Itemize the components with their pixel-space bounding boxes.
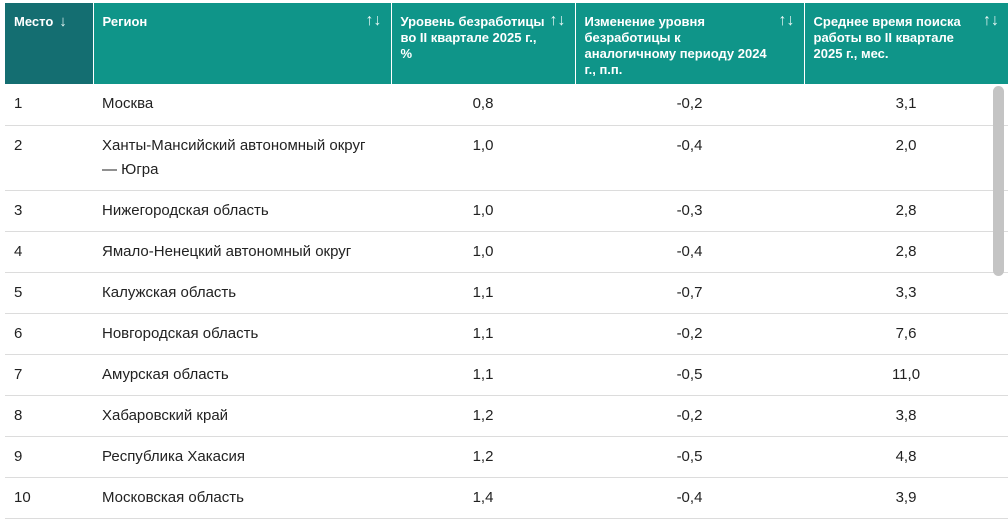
change-cell: -0,2 — [575, 395, 804, 437]
table-row: 2 Ханты-Мансийский автономный округ — Юг… — [5, 125, 1008, 191]
rank-cell: 2 — [5, 125, 93, 191]
column-header-rank[interactable]: Место ↓ — [5, 3, 93, 84]
rank-cell: 6 — [5, 313, 93, 355]
vertical-scrollbar[interactable] — [993, 86, 1004, 276]
region-cell: Амурская область — [93, 354, 391, 396]
change-cell: -0,4 — [575, 125, 804, 191]
column-header-change[interactable]: Изменение уровня безработицы к аналогичн… — [574, 3, 804, 84]
sort-arrows-icon[interactable]: ↑↓ — [549, 12, 566, 29]
change-cell: -0,5 — [575, 436, 804, 478]
rank-cell: 4 — [5, 231, 93, 273]
change-cell: -0,2 — [575, 84, 804, 126]
search-time-cell: 4,8 — [804, 436, 1008, 478]
rank-cell: 5 — [5, 272, 93, 314]
table-header-row: Место ↓ Регион ↑↓ Уровень безработицы во … — [5, 3, 1008, 84]
unemployment-cell: 0,8 — [391, 84, 575, 126]
column-header-unemployment[interactable]: Уровень безработицы во II квартале 2025 … — [390, 3, 575, 84]
table-row: 5 Калужская область 1,1 -0,7 3,3 — [5, 272, 1008, 314]
search-time-cell: 11,0 — [804, 354, 1008, 396]
region-cell: Ямало-Ненецкий автономный округ — [93, 231, 391, 273]
table-row: 1 Москва 0,8 -0,2 3,1 — [5, 84, 1008, 126]
rank-cell: 7 — [5, 354, 93, 396]
unemployment-cell: 1,2 — [391, 395, 575, 437]
column-header-region[interactable]: Регион ↑↓ — [92, 3, 391, 84]
search-time-cell: 7,6 — [804, 313, 1008, 355]
sort-arrows-icon[interactable]: ↑↓ — [983, 12, 999, 29]
search-time-cell: 3,9 — [804, 477, 1008, 519]
unemployment-cell: 1,2 — [391, 436, 575, 478]
column-header-label: Изменение уровня безработицы к аналогичн… — [584, 14, 767, 77]
table-row: 4 Ямало-Ненецкий автономный округ 1,0 -0… — [5, 231, 1008, 273]
table-row: 6 Новгородская область 1,1 -0,2 7,6 — [5, 313, 1008, 355]
column-header-label: Регион — [102, 14, 148, 29]
change-cell: -0,7 — [575, 272, 804, 314]
table-row: 8 Хабаровский край 1,2 -0,2 3,8 — [5, 395, 1008, 437]
search-time-cell: 3,3 — [804, 272, 1008, 314]
sort-arrows-icon[interactable]: ↑↓ — [778, 12, 795, 29]
unemployment-cell: 1,0 — [391, 231, 575, 273]
unemployment-table: Место ↓ Регион ↑↓ Уровень безработицы во … — [5, 3, 1008, 519]
unemployment-cell: 1,1 — [391, 272, 575, 314]
region-cell: Московская область — [93, 477, 391, 519]
region-cell: Ханты-Мансийский автономный округ — Югра — [93, 125, 391, 191]
rank-cell: 10 — [5, 477, 93, 519]
column-header-label: Среднее время поиска работы во II кварта… — [813, 14, 961, 61]
sort-arrows-icon[interactable]: ↑↓ — [365, 12, 382, 29]
unemployment-table-container: Место ↓ Регион ↑↓ Уровень безработицы во … — [5, 3, 1008, 526]
region-cell: Нижегородская область — [93, 190, 391, 232]
region-cell: Республика Хакасия — [93, 436, 391, 478]
table-row: 7 Амурская область 1,1 -0,5 11,0 — [5, 354, 1008, 396]
region-cell: Калужская область — [93, 272, 391, 314]
region-cell: Новгородская область — [93, 313, 391, 355]
rank-cell: 8 — [5, 395, 93, 437]
region-cell: Хабаровский край — [93, 395, 391, 437]
search-time-cell: 3,1 — [804, 84, 1008, 126]
table-row: 9 Республика Хакасия 1,2 -0,5 4,8 — [5, 436, 1008, 478]
rank-cell: 9 — [5, 436, 93, 478]
search-time-cell: 3,8 — [804, 395, 1008, 437]
change-cell: -0,4 — [575, 231, 804, 273]
unemployment-cell: 1,0 — [391, 190, 575, 232]
column-header-label: Место — [14, 14, 54, 29]
column-header-search-time[interactable]: Среднее время поиска работы во II кварта… — [803, 3, 1008, 84]
table-row: 10 Московская область 1,4 -0,4 3,9 — [5, 477, 1008, 519]
search-time-cell: 2,8 — [804, 190, 1008, 232]
change-cell: -0,2 — [575, 313, 804, 355]
search-time-cell: 2,0 — [804, 125, 1008, 191]
unemployment-cell: 1,1 — [391, 354, 575, 396]
unemployment-cell: 1,1 — [391, 313, 575, 355]
table-row: 3 Нижегородская область 1,0 -0,3 2,8 — [5, 190, 1008, 232]
column-header-label: Уровень безработицы во II квартале 2025 … — [400, 14, 545, 61]
rank-cell: 1 — [5, 84, 93, 126]
unemployment-cell: 1,0 — [391, 125, 575, 191]
region-cell: Москва — [93, 84, 391, 126]
change-cell: -0,5 — [575, 354, 804, 396]
change-cell: -0,3 — [575, 190, 804, 232]
unemployment-cell: 1,4 — [391, 477, 575, 519]
search-time-cell: 2,8 — [804, 231, 1008, 273]
change-cell: -0,4 — [575, 477, 804, 519]
arrow-down-icon[interactable]: ↓ — [59, 13, 67, 30]
rank-cell: 3 — [5, 190, 93, 232]
